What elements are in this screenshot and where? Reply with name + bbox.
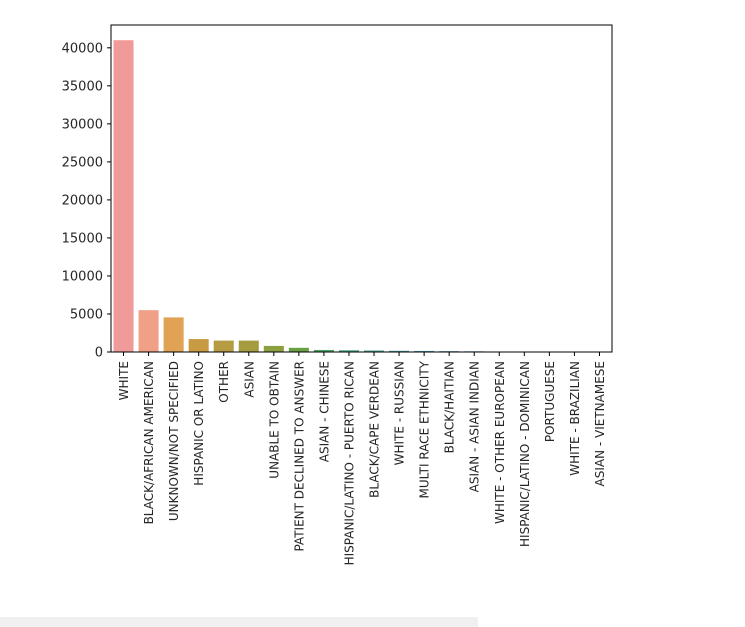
bar-12 [414,350,435,352]
x-tick-label-2: UNKNOWN/NOT SPECIFIED [167,361,181,521]
bar-3 [188,339,209,352]
bar-10 [364,350,385,352]
y-tick-label-2: 10000 [62,269,103,284]
x-tick-label-18: WHITE - BRAZILIAN [568,361,582,476]
y-tick-label-1: 5000 [70,307,103,322]
bar-11 [389,350,410,352]
y-tick-label-6: 30000 [62,117,103,132]
x-tick-label-14: ASIAN - ASIAN INDIAN [468,361,482,492]
x-tick-label-7: PATIENT DECLINED TO ANSWER [292,361,306,552]
y-tick-label-5: 25000 [62,155,103,170]
x-tick-label-4: OTHER [217,361,231,403]
bar-4 [213,340,234,352]
bar-7 [288,347,309,352]
x-tick-label-8: ASIAN - CHINESE [317,361,331,462]
x-tick-label-6: UNABLE TO OBTAIN [267,361,281,479]
x-tick-label-16: HISPANIC/LATINO - DOMINICAN [518,361,532,547]
y-tick-label-3: 15000 [62,231,103,246]
x-tick-label-5: ASIAN [242,361,256,398]
plot-frame [110,24,613,353]
y-tick-label-8: 40000 [62,41,103,56]
x-tick-label-9: HISPANIC/LATINO - PUERTO RICAN [342,361,356,565]
x-tick-label-13: BLACK/HAITIAN [443,361,457,453]
x-tick-label-17: PORTUGUESE [543,361,557,442]
x-tick-label-19: ASIAN - VIETNAMESE [593,361,607,487]
bar-1 [138,310,159,352]
x-tick-label-0: WHITE [117,361,131,400]
x-tick-label-12: MULTI RACE ETHNICITY [418,360,432,498]
bar-9 [338,350,359,352]
x-tick-label-10: BLACK/CAPE VERDEAN [368,361,382,498]
bar-6 [263,345,284,352]
horizontal-scrollbar[interactable] [0,617,478,627]
bar-2 [163,317,184,352]
bar-0 [113,40,134,353]
x-tick-label-1: BLACK/AFRICAN AMERICAN [142,361,156,524]
x-tick-label-3: HISPANIC OR LATINO [192,361,206,486]
x-tick-label-15: WHITE - OTHER EUROPEAN [493,361,507,524]
x-tick-label-11: WHITE - RUSSIAN [393,361,407,465]
y-tick-label-4: 20000 [62,193,103,208]
bar-5 [238,340,259,352]
y-tick-label-7: 35000 [62,79,103,94]
bar-8 [313,349,334,352]
y-tick-label-0: 0 [95,346,103,361]
